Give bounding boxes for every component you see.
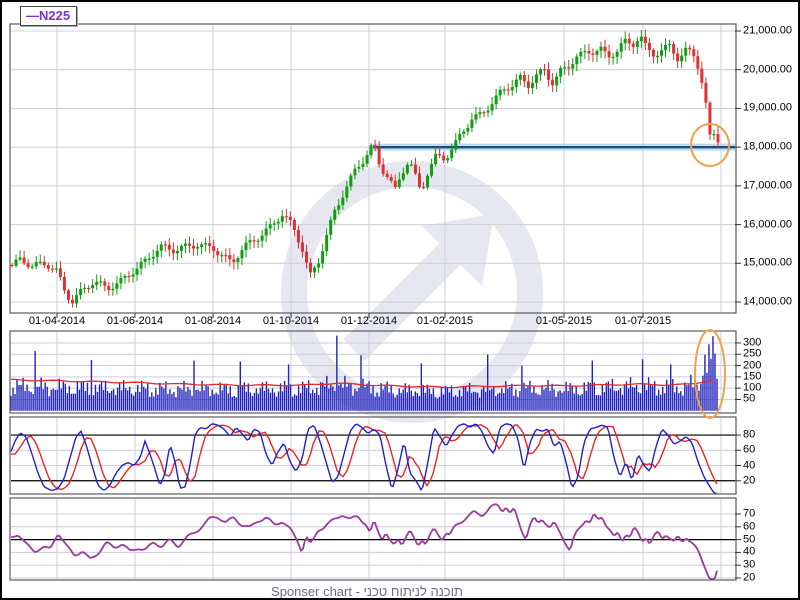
date-tick-01-12-2014: 01-12-2014 — [340, 315, 398, 327]
main-panel-border — [9, 23, 737, 314]
price-ytick-20000: 20,000.00 — [743, 63, 792, 76]
stochastic-chart-panel[interactable] — [10, 418, 735, 495]
price-ytick-18000: 18,000.00 — [743, 140, 792, 153]
volume-chart-panel[interactable] — [10, 332, 735, 412]
rsi-ytick-70: 70 — [743, 507, 756, 520]
rsi-ytick-50: 50 — [743, 533, 756, 546]
rsi-panel-border — [9, 497, 737, 581]
watermark-logo — [281, 161, 543, 423]
date-tick-01-02-2015: 01-02-2015 — [416, 315, 474, 327]
stoch-k-line — [10, 423, 718, 495]
legend-marker: — — [26, 8, 39, 23]
legend-symbol-label: N225 — [39, 8, 71, 23]
rsi-ytick-60: 60 — [743, 520, 756, 533]
sto-panel-border — [9, 416, 737, 495]
date-tick-01-07-2015: 01-07-2015 — [614, 315, 672, 327]
legend-box[interactable]: —N225 — [20, 6, 78, 26]
candlestick-series — [10, 29, 720, 308]
footer-credit: Sponser chart - תוכנה לניתוח טכני — [271, 584, 463, 599]
volume-ytick-100: 100 — [743, 381, 762, 394]
price-ytick-17000: 17,000.00 — [743, 179, 792, 192]
stoch-ytick-80: 80 — [743, 428, 756, 441]
price-ytick-15000: 15,000.00 — [743, 256, 792, 269]
price-ytick-21000: 21,000.00 — [743, 24, 792, 37]
volume-ytick-200: 200 — [743, 359, 762, 372]
rsi-ytick-40: 40 — [743, 545, 756, 558]
volume-ma-line — [10, 378, 714, 389]
stoch-ytick-40: 40 — [743, 459, 756, 472]
rsi-ytick-20: 20 — [743, 571, 756, 584]
stoch-ytick-60: 60 — [743, 443, 756, 456]
rsi-chart-panel[interactable] — [10, 499, 735, 580]
date-tick-01-05-2015: 01-05-2015 — [535, 315, 593, 327]
crash-highlight-ellipse — [690, 123, 730, 167]
date-tick-01-06-2014: 01-06-2014 — [106, 315, 164, 327]
date-tick-01-04-2014: 01-04-2014 — [28, 315, 86, 327]
date-tick-01-10-2014: 01-10-2014 — [262, 315, 320, 327]
price-chart-panel[interactable] — [10, 25, 736, 312]
volume-ytick-300: 300 — [743, 336, 762, 349]
rsi-ytick-30: 30 — [743, 558, 756, 571]
price-ytick-14000: 14,000.00 — [743, 295, 792, 308]
volume-ytick-150: 150 — [743, 370, 762, 383]
volume-spike-highlight-ellipse — [694, 329, 726, 419]
volume-ytick-50: 50 — [743, 392, 756, 405]
stoch-d-line — [11, 424, 718, 490]
volume-ytick-250: 250 — [743, 347, 762, 360]
date-tick-01-08-2014: 01-08-2014 — [184, 315, 242, 327]
volume-bars — [10, 335, 718, 411]
rsi-line — [10, 503, 718, 580]
price-ytick-16000: 16,000.00 — [743, 218, 792, 231]
price-ytick-19000: 19,000.00 — [743, 101, 792, 114]
stoch-ytick-20: 20 — [743, 474, 756, 487]
vol-panel-border — [9, 330, 737, 414]
